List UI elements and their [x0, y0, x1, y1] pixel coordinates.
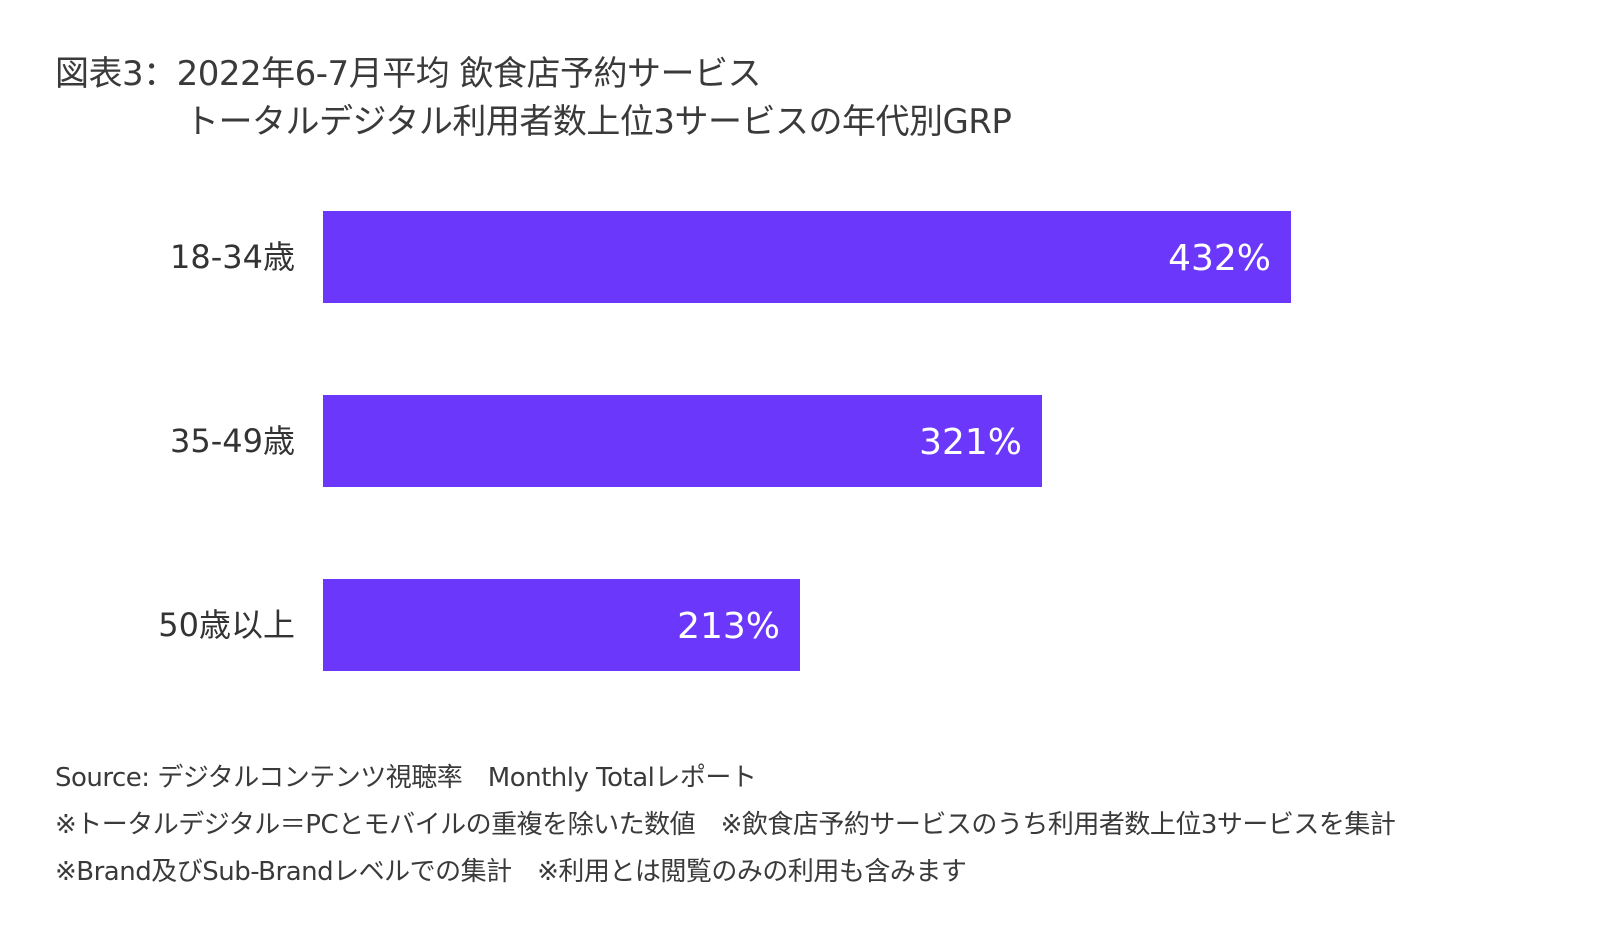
category-label: 50歳以上: [158, 606, 295, 644]
bar: [323, 579, 800, 671]
footnote-2: ※Brand及びSub-Brandレベルでの集計 ※利用とは閲覧のみの利用も含み…: [55, 857, 967, 887]
chart-title-block: 図表3：2022年6-7月平均 飲食店予約サービス トータルデジタル利用者数上位…: [55, 50, 1012, 146]
bar: [323, 211, 1291, 303]
source-note: Source: デジタルコンテンツ視聴率 Monthly Totalレポート: [55, 763, 757, 793]
bar-value-label: 432%: [1168, 238, 1271, 279]
footnote-1: ※トータルデジタル＝PCとモバイルの重複を除いた数値 ※飲食店予約サービスのうち…: [55, 810, 1396, 840]
bar-value-label: 321%: [919, 422, 1022, 463]
chart-subtitle: トータルデジタル利用者数上位3サービスの年代別GRP: [185, 102, 1012, 142]
category-label: 18-34歳: [170, 238, 295, 276]
category-label: 35-49歳: [170, 422, 295, 460]
bar-value-label: 213%: [677, 606, 780, 647]
bar: [323, 395, 1042, 487]
chart-title: 図表3：2022年6-7月平均 飲食店予約サービス: [55, 54, 762, 94]
chart-footer: Source: デジタルコンテンツ視聴率 Monthly Totalレポート ※…: [55, 755, 1396, 896]
